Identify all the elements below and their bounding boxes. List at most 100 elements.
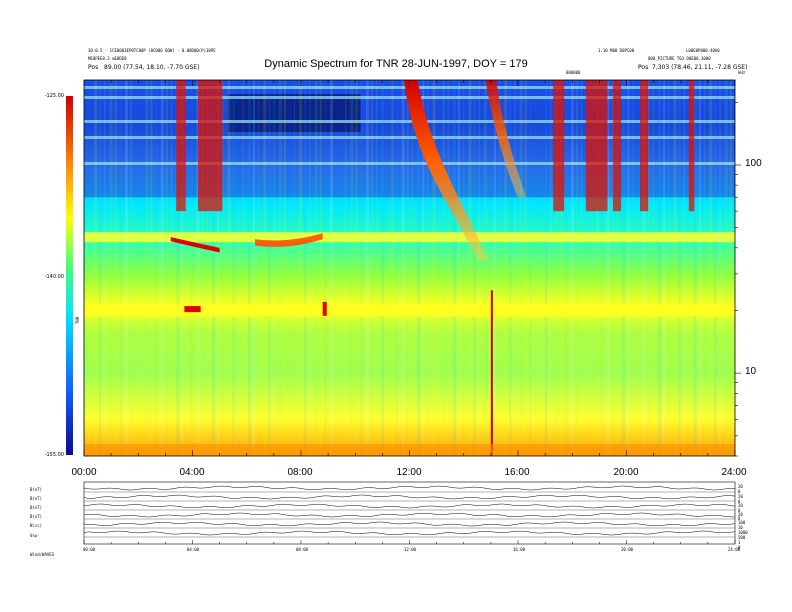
x-tick-0400: 04:00 (179, 467, 205, 478)
streak (565, 80, 567, 456)
streak (155, 80, 157, 456)
streak (370, 80, 373, 456)
aux-rtick-5: 0 (738, 508, 741, 513)
streak (570, 80, 574, 456)
streak (401, 80, 405, 456)
streak (406, 80, 409, 456)
streak (381, 80, 385, 456)
header-pos-value-left: 89.00 (77.54, 18.10, -7.70 GSE) (104, 64, 200, 71)
aux-x-tick-5: 20:00 (621, 547, 634, 552)
streak (524, 80, 527, 456)
streak (698, 80, 701, 456)
colorbar-tick-bottom: -155.00 (44, 452, 64, 458)
streak (483, 80, 487, 456)
aux-x-tick-2: 08:00 (296, 547, 309, 552)
streak (227, 80, 231, 456)
low-intensity-patch (227, 94, 361, 132)
streak (309, 80, 311, 456)
aux-panels (83, 481, 736, 545)
x-tick-1600: 16:00 (504, 467, 530, 478)
aux-x-tick-6: 24:00 (728, 547, 741, 552)
streak (447, 80, 449, 456)
streak (652, 80, 654, 456)
streak (458, 80, 461, 456)
streak (114, 80, 117, 456)
aux-series-line (83, 530, 736, 536)
header-pos-label-left: Pos (88, 64, 99, 71)
streak (293, 80, 295, 456)
y-tick-10: 10 (745, 366, 757, 377)
streak (247, 80, 251, 456)
aux-rtick-7: 0 (738, 516, 741, 521)
streak (514, 80, 516, 456)
streak (109, 80, 113, 456)
colorbar-tick-mid: -140.00 (44, 274, 64, 280)
header-pos-value-right: 7,303 (78.46, 21.11, -7.28 GSE) (652, 64, 748, 71)
streak (411, 80, 413, 456)
streak (360, 80, 362, 456)
spectrogram-features (84, 80, 735, 456)
streak (319, 80, 322, 456)
streak (206, 80, 208, 456)
streak (330, 80, 334, 456)
streak (729, 80, 732, 456)
header-info-right2: L00E0P000-40A0 (686, 48, 720, 53)
aux-bottom-label: Wind/WAVES (30, 552, 55, 557)
lower-line-spot (322, 301, 327, 316)
aux-x-tick-1: 04:00 (187, 547, 200, 552)
streak (432, 80, 436, 456)
plasma-line-lower (84, 304, 735, 317)
aux-rtick-13: 0 (738, 545, 741, 550)
streak (222, 80, 224, 456)
aux-x-tick-3: 12:00 (404, 547, 417, 552)
axis-ticks (83, 80, 741, 457)
aux-label-4: B(nT) (30, 514, 43, 519)
plasma-line-upper (84, 232, 735, 243)
streak (611, 80, 614, 456)
aux-series-line (83, 503, 736, 509)
streak (442, 80, 445, 456)
header-info-right1: 1.10 M00 D0PC00 (598, 48, 635, 53)
streak (242, 80, 244, 456)
streak (663, 80, 666, 456)
streak (324, 80, 326, 456)
lower-line-spot (184, 306, 201, 313)
aux-x-tick-4: 16:00 (513, 547, 526, 552)
streak (130, 80, 133, 456)
streak (627, 80, 630, 456)
streak (299, 80, 303, 456)
streak (124, 80, 128, 456)
streak (145, 80, 149, 456)
streak (181, 80, 184, 456)
streak (232, 80, 235, 456)
hf-burst (640, 80, 649, 212)
streak (191, 80, 193, 456)
streak (468, 80, 472, 456)
streak (252, 80, 255, 456)
streak (545, 80, 548, 456)
streak (678, 80, 681, 456)
streak (683, 80, 685, 456)
aux-rtick-11: 500 (738, 535, 746, 540)
colorbar (66, 96, 73, 455)
hf-burst (553, 80, 565, 212)
aux-label-5: N(cc) (30, 523, 43, 528)
streak (714, 80, 717, 456)
streak (165, 80, 168, 456)
streak (632, 80, 634, 456)
streak (529, 80, 531, 456)
streak (709, 80, 713, 456)
x-tick-2000: 20:00 (613, 467, 639, 478)
streak (196, 80, 200, 456)
aux-series-line (83, 512, 736, 518)
aux-label-3: B(nT) (30, 505, 43, 510)
streak (647, 80, 650, 456)
streak (391, 80, 394, 456)
aux-rtick-12: 1 (738, 540, 741, 545)
streak (94, 80, 98, 456)
streak (84, 80, 85, 456)
streak (176, 80, 180, 456)
interference-line (84, 120, 735, 123)
streak (268, 80, 271, 456)
streak (304, 80, 307, 456)
